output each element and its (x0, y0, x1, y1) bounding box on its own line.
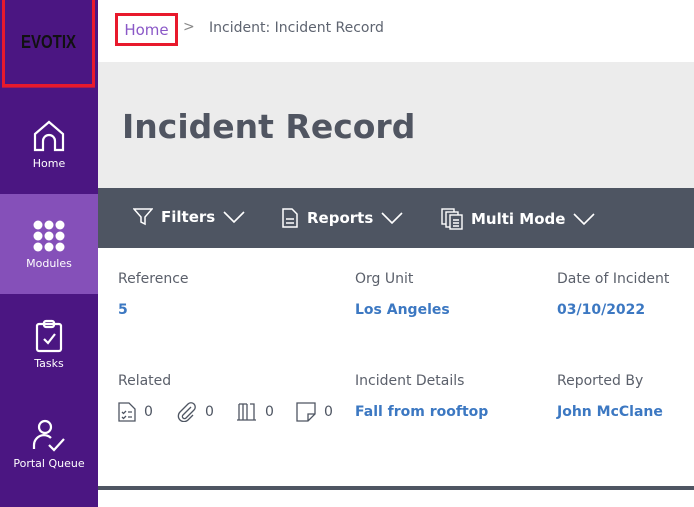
multi-mode-label: Multi Mode (471, 210, 566, 228)
multi-document-icon (441, 208, 463, 230)
org-unit-value[interactable]: Los Angeles (355, 302, 450, 318)
grid-icon (33, 220, 65, 251)
related-attachments[interactable]: 0 (177, 402, 214, 422)
reports-button[interactable]: Reports (281, 208, 403, 228)
sidebar: EVOTIX Home Modules Tasks Portal Queue (0, 0, 98, 507)
toolbar: Filters Reports Multi Mode (98, 188, 694, 248)
sticky-note-icon (296, 402, 316, 422)
section-divider (98, 486, 694, 490)
related-checklists[interactable]: 0 (118, 402, 153, 422)
paperclip-icon (177, 402, 196, 422)
incident-details-label: Incident Details (355, 373, 465, 389)
related-library[interactable]: 0 (236, 402, 274, 422)
sidebar-item-label: Tasks (34, 356, 64, 370)
sidebar-item-modules[interactable]: Modules (0, 194, 98, 294)
date-label: Date of Incident (557, 271, 670, 287)
sidebar-item-label: Modules (26, 256, 72, 270)
filters-label: Filters (161, 208, 216, 226)
incident-details-value[interactable]: Fall from rooftop (355, 404, 489, 420)
sidebar-item-label: Portal Queue (13, 456, 85, 470)
checklists-count: 0 (144, 404, 153, 420)
related-label: Related (118, 373, 172, 389)
chevron-down-icon (381, 212, 403, 224)
page-title: Incident Record (122, 107, 416, 146)
attachments-count: 0 (205, 404, 214, 420)
home-icon (33, 120, 65, 151)
reference-value[interactable]: 5 (118, 302, 128, 318)
page-header: Incident Record (98, 62, 694, 188)
breadcrumb-home-link[interactable]: Home (115, 13, 178, 46)
sidebar-item-home[interactable]: Home (0, 94, 98, 194)
breadcrumb-separator: > (183, 19, 195, 35)
reports-label: Reports (307, 209, 374, 227)
notes-count: 0 (324, 404, 333, 420)
library-icon (237, 403, 256, 421)
filters-button[interactable]: Filters (133, 208, 245, 226)
sidebar-item-label: Home (32, 156, 66, 170)
related-notes[interactable]: 0 (296, 402, 333, 422)
sidebar-item-tasks[interactable]: Tasks (0, 294, 98, 394)
filter-icon (133, 208, 153, 226)
date-value[interactable]: 03/10/2022 (557, 302, 646, 318)
sidebar-item-portal-queue[interactable]: Portal Queue (0, 394, 98, 494)
checklist-icon (118, 402, 136, 422)
multi-mode-button[interactable]: Multi Mode (441, 208, 596, 230)
clipboard-check-icon (35, 319, 63, 352)
library-count: 0 (265, 404, 274, 420)
chevron-down-icon (573, 213, 596, 225)
reference-label: Reference (118, 271, 189, 287)
top-bar (98, 0, 694, 62)
breadcrumb-current: Incident: Incident Record (209, 20, 384, 36)
logo[interactable]: EVOTIX (2, 0, 95, 88)
org-unit-label: Org Unit (355, 271, 414, 287)
chevron-down-icon (223, 211, 245, 223)
report-icon (282, 208, 298, 228)
user-check-icon (32, 419, 65, 452)
reported-by-label: Reported By (557, 373, 644, 389)
reported-by-value[interactable]: John McClane (557, 404, 663, 420)
